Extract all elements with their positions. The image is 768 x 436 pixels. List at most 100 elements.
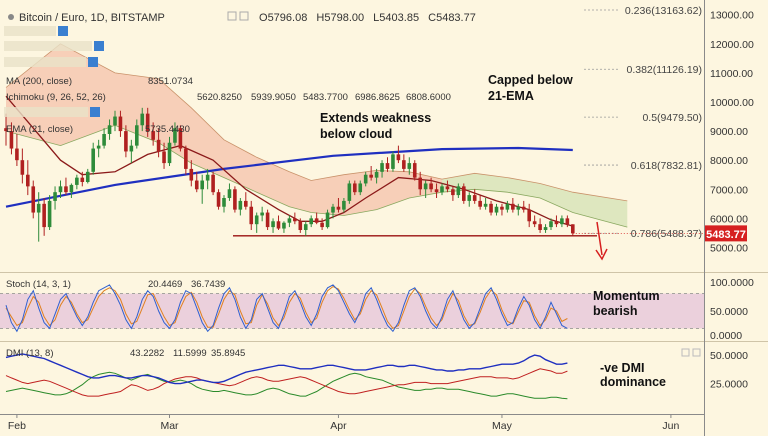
candle — [467, 192, 472, 207]
ichimoku-tenkan-value: 5620.8250 — [197, 92, 242, 103]
candle — [4, 113, 8, 146]
candle-body — [565, 218, 570, 225]
candle — [554, 215, 559, 228]
candle-body — [282, 222, 286, 229]
candle-body — [363, 174, 368, 184]
candle-body — [4, 128, 8, 132]
candle — [211, 171, 215, 196]
candle-body — [402, 160, 406, 169]
time-tick-label: Apr — [330, 420, 347, 432]
candle — [489, 200, 493, 216]
candle-body — [80, 177, 85, 182]
stoch-pane[interactable] — [0, 284, 704, 333]
candle-body — [320, 222, 324, 228]
candle — [75, 174, 79, 190]
hidden-indicator-rows[interactable] — [4, 26, 104, 117]
svg-text:Extends weakness: Extends weakness — [320, 111, 431, 125]
candle-body — [205, 174, 210, 181]
symbol-title: Bitcoin / Euro, 1D, BITSTAMP — [19, 12, 165, 24]
collapse-dot-icon[interactable] — [8, 14, 14, 20]
candle — [118, 110, 123, 137]
candle — [483, 198, 488, 210]
price-tick-label: 11000.00 — [710, 68, 753, 80]
svg-text:below cloud: below cloud — [320, 127, 392, 141]
price-tick-label: 5000.00 — [710, 242, 748, 254]
ma200-line — [5, 146, 573, 208]
last-price-label: 5483.77 — [706, 229, 746, 241]
candle — [538, 218, 542, 233]
dmi-plus-line — [5, 371, 568, 400]
candle-body — [233, 189, 237, 210]
candle-body — [538, 224, 542, 230]
candle-body — [369, 174, 373, 178]
candle — [478, 195, 482, 210]
fib-label-2: 0.5(9479.50) — [642, 112, 702, 124]
candle-body — [500, 206, 504, 210]
ichimoku-cloud-bearish — [6, 43, 442, 216]
svg-text:bearish: bearish — [593, 304, 637, 318]
candle — [347, 180, 352, 204]
candle — [254, 212, 259, 233]
candle — [298, 218, 303, 233]
bearish-arrow-icon — [595, 221, 608, 261]
candle-body — [249, 206, 254, 225]
last-price-tag — [705, 225, 747, 242]
candle — [26, 160, 30, 196]
candle — [571, 224, 575, 236]
dmi-adx-value: 43.2282 — [130, 348, 164, 359]
header-control-icons[interactable] — [227, 11, 249, 21]
candle — [69, 183, 74, 198]
candle-body — [303, 224, 308, 230]
candle — [265, 209, 270, 230]
dmi-tick-label: 50.0000 — [710, 350, 748, 362]
candle — [233, 186, 237, 213]
dmi-plus-value: 11.5999 — [173, 348, 207, 359]
candle-body — [571, 224, 575, 234]
candle — [532, 215, 537, 228]
candle — [472, 189, 477, 204]
dmi-pane[interactable] — [5, 353, 568, 400]
candle — [429, 177, 433, 193]
ichimoku-chikou-value: 5483.7700 — [303, 92, 348, 103]
stoch-k-value: 20.4469 — [148, 279, 182, 290]
candle — [309, 215, 313, 228]
candle-body — [549, 221, 553, 228]
candle — [151, 122, 155, 146]
svg-text:Stoch (14, 3, 1): Stoch (14, 3, 1) — [6, 279, 71, 290]
candle — [336, 198, 341, 213]
candle — [178, 125, 183, 152]
candle-body — [467, 195, 472, 201]
candle — [31, 180, 36, 219]
candle-body — [216, 192, 221, 207]
candle-body — [418, 177, 422, 190]
time-tick-label: Jun — [662, 420, 679, 432]
candle — [412, 160, 417, 181]
candle — [135, 119, 139, 149]
ichimoku-spanb-value: 6808.6000 — [406, 92, 451, 103]
candle — [129, 139, 134, 164]
stoch-tick-label: 50.0000 — [710, 306, 748, 318]
candle-body — [347, 183, 352, 201]
price-pane[interactable]: 0.236(13163.62) 0.382(11126.19) 0.5(9479.5… — [4, 5, 747, 242]
candle-body — [325, 212, 330, 228]
candle — [167, 136, 172, 166]
ichimoku-kijun-value: 5939.9050 — [251, 92, 296, 103]
candle-body — [124, 131, 128, 152]
candle — [113, 110, 117, 132]
candle-body — [440, 186, 444, 193]
candle-body — [391, 154, 395, 169]
candle-body — [140, 113, 145, 126]
candle — [244, 192, 248, 210]
candle-body — [47, 200, 52, 228]
candle — [96, 139, 101, 158]
stoch-k-line — [5, 284, 568, 333]
candle-body — [96, 145, 101, 149]
candle — [260, 206, 264, 222]
candle — [107, 119, 112, 140]
candle — [238, 198, 243, 216]
candle-body — [331, 206, 335, 213]
pane-control-icons[interactable] — [681, 348, 701, 357]
low-value: 5403.85 — [379, 12, 419, 24]
